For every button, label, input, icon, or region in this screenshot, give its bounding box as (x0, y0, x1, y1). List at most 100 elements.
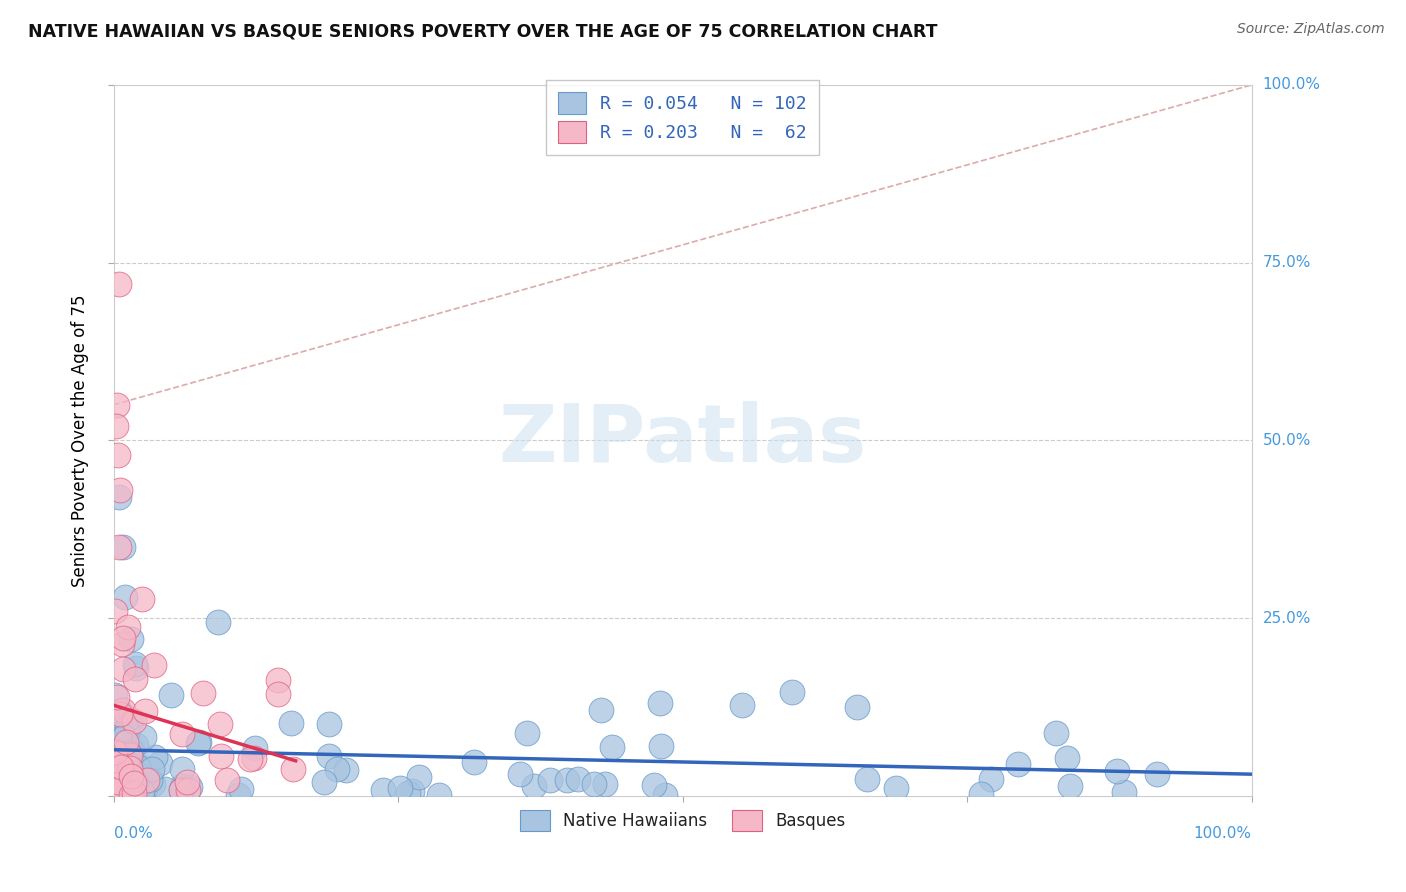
Point (567, 772, 589, 786)
Point (104, 745, 127, 759)
Point (118, 757, 141, 772)
Point (980, 772, 1002, 787)
Point (124, 672, 146, 686)
Point (112, 780, 135, 794)
Point (108, 788, 131, 802)
Point (134, 782, 156, 797)
Point (115, 735, 138, 749)
Point (318, 717, 340, 731)
Text: 0.0%: 0.0% (114, 826, 152, 841)
Point (110, 750, 132, 764)
Point (266, 687, 288, 701)
Point (115, 768, 138, 782)
Point (155, 782, 177, 797)
Point (108, 490, 131, 504)
Point (120, 769, 142, 783)
Point (143, 750, 166, 764)
Point (191, 686, 214, 700)
Point (267, 673, 290, 688)
Point (325, 762, 347, 776)
Point (401, 784, 423, 798)
Point (105, 753, 128, 767)
Text: 25.0%: 25.0% (1263, 610, 1310, 625)
Point (118, 769, 141, 783)
Point (115, 780, 138, 795)
Point (120, 788, 142, 802)
Text: NATIVE HAWAIIAN VS BASQUE SENIORS POVERTY OVER THE AGE OF 75 CORRELATION CHART: NATIVE HAWAIIAN VS BASQUE SENIORS POVERT… (28, 22, 938, 40)
Point (280, 715, 302, 730)
Point (104, 688, 127, 702)
Point (138, 772, 160, 787)
Point (107, 448, 129, 462)
Point (731, 698, 754, 712)
Point (108, 783, 131, 797)
Point (149, 756, 172, 770)
Point (104, 782, 127, 797)
Point (229, 781, 252, 796)
Point (141, 762, 163, 776)
Point (121, 780, 143, 795)
Point (177, 782, 200, 797)
Point (111, 662, 134, 676)
Point (108, 747, 131, 761)
Point (107, 540, 129, 554)
Point (105, 786, 128, 800)
Point (127, 760, 149, 774)
Point (115, 726, 138, 740)
Point (115, 777, 138, 791)
Point (396, 786, 419, 800)
Point (600, 740, 623, 755)
Point (207, 615, 229, 629)
Point (110, 781, 132, 796)
Point (125, 788, 148, 802)
Y-axis label: Seniors Poverty Over the Age of 75: Seniors Poverty Over the Age of 75 (72, 294, 89, 587)
Point (176, 775, 198, 789)
Point (408, 770, 430, 784)
Point (104, 769, 127, 783)
Point (388, 781, 411, 796)
Point (118, 786, 141, 800)
Point (111, 786, 134, 800)
Point (118, 761, 141, 775)
Point (516, 725, 538, 739)
Point (281, 762, 304, 776)
Point (215, 773, 238, 788)
Point (242, 751, 264, 765)
Text: 100.0%: 100.0% (1263, 78, 1320, 93)
Point (318, 749, 340, 764)
Point (107, 759, 129, 773)
Point (128, 782, 150, 797)
Point (583, 777, 606, 791)
Point (108, 277, 131, 291)
Point (239, 752, 262, 766)
Point (314, 775, 336, 789)
Point (104, 785, 127, 799)
Point (335, 763, 357, 777)
Point (118, 779, 141, 793)
Point (1045, 726, 1067, 740)
Point (120, 783, 142, 797)
Point (111, 779, 134, 793)
Point (170, 780, 193, 794)
Point (105, 775, 128, 789)
Point (1059, 780, 1081, 794)
Point (226, 788, 249, 802)
Text: 75.0%: 75.0% (1263, 255, 1310, 270)
Point (187, 734, 209, 748)
Point (135, 772, 157, 787)
Point (112, 730, 135, 744)
Point (593, 777, 616, 791)
Point (114, 590, 136, 604)
Point (110, 483, 132, 497)
Point (120, 788, 142, 802)
Point (104, 419, 127, 434)
Point (591, 703, 613, 717)
Point (105, 786, 128, 800)
Point (884, 780, 907, 795)
Point (160, 689, 183, 703)
Point (122, 787, 145, 801)
Text: ZIPatlas: ZIPatlas (499, 401, 866, 479)
Point (1105, 764, 1128, 778)
Point (1056, 751, 1078, 765)
Text: Source: ZipAtlas.com: Source: ZipAtlas.com (1237, 22, 1385, 37)
